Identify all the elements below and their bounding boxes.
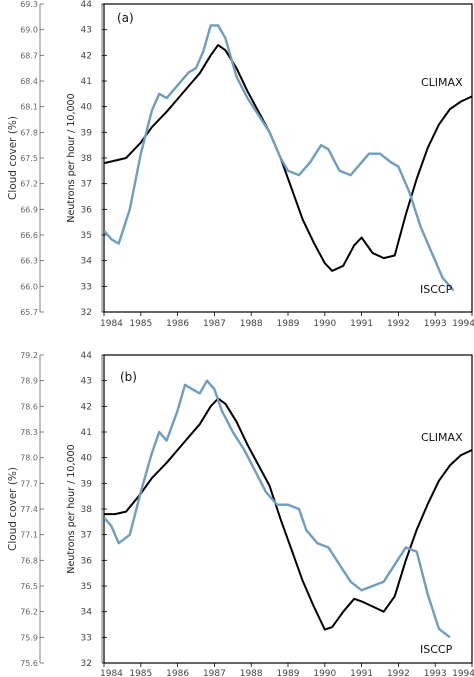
year-tick-label: 1993: [424, 319, 447, 329]
cloud-tick-label: 78.3: [20, 428, 38, 437]
cloud-tick-label: 69.0: [20, 26, 38, 35]
neutron-tick-label: 36: [81, 205, 93, 215]
cloud-tick-label: 75.9: [20, 633, 38, 642]
year-tick-label: 1994: [452, 669, 474, 677]
cloud-tick-label: 77.7: [20, 479, 38, 488]
cloud-axis-title: Cloud cover (%): [7, 116, 19, 200]
cloud-tick-label: 66.9: [20, 205, 38, 214]
neutron-tick-label: 34: [81, 257, 93, 267]
cloud-tick-label: 66.6: [20, 231, 38, 240]
cloud-tick-label: 68.4: [20, 77, 38, 86]
neutron-tick-label: 33: [81, 282, 92, 292]
neutron-tick-label: 40: [81, 103, 93, 113]
cloud-tick-label: 78.9: [20, 377, 38, 386]
year-tick-label: 1985: [129, 669, 152, 677]
panel-label: (b): [120, 370, 137, 384]
cloud-tick-label: 77.1: [20, 531, 38, 540]
year-tick-label: 1986: [166, 669, 189, 677]
neutron-tick-label: 32: [81, 308, 92, 318]
neutron-tick-label: 39: [81, 479, 93, 489]
neutron-tick-label: 41: [81, 428, 92, 438]
cloud-tick-label: 76.5: [20, 582, 38, 591]
neutron-tick-label: 44: [81, 0, 93, 10]
year-tick-label: 1984: [100, 669, 123, 677]
cloud-tick-label: 68.7: [20, 51, 38, 60]
series-label-climax: CLIMAX: [421, 431, 463, 444]
year-tick-label: 1987: [203, 319, 226, 329]
year-tick-label: 1989: [277, 669, 300, 677]
year-tick-label: 1985: [129, 319, 152, 329]
neutron-tick-label: 32: [81, 659, 92, 669]
year-tick-label: 1991: [350, 669, 373, 677]
cloud-tick-label: 69.3: [20, 0, 38, 9]
neutron-tick-label: 37: [81, 180, 92, 190]
cloud-tick-label: 65.7: [20, 308, 38, 317]
panel-b: 75.6 75.9 76.2 76.5 76.8 77.1 77.4 77.7 78.0 78.3…: [7, 351, 474, 677]
year-tick-label: 1992: [387, 669, 410, 677]
neutron-tick-label: 35: [81, 582, 92, 592]
cloud-tick-label: 67.8: [20, 128, 38, 137]
panel-label: (a): [117, 11, 134, 25]
neutron-tick-label: 43: [81, 26, 92, 36]
neutron-tick-label: 40: [81, 454, 93, 464]
neutron-tick-label: 38: [81, 154, 93, 164]
year-tick-label: 1988: [240, 669, 263, 677]
series-line-climax: [104, 44, 472, 272]
cloud-tick-label: 66.0: [20, 282, 38, 291]
year-tick-label: 1989: [277, 319, 300, 329]
cloud-tick-label: 76.2: [20, 608, 38, 617]
cloud-tick-label: 66.3: [20, 257, 38, 266]
series-label-isccp: ISCCP: [420, 283, 453, 296]
neutron-tick-label: 43: [81, 377, 92, 387]
neutron-tick-label: 39: [81, 128, 93, 138]
cloud-tick-label: 75.6: [20, 659, 38, 668]
cloud-axis-title: Cloud cover (%): [7, 467, 19, 551]
neutron-tick-label: 36: [81, 556, 93, 566]
year-tick-label: 1987: [203, 669, 226, 677]
year-tick-label: 1993: [424, 669, 447, 677]
year-tick-label: 1990: [313, 319, 336, 329]
neutron-axis-title: Neutrons per hour / 10,000: [66, 444, 77, 573]
neutron-tick-label: 42: [81, 402, 92, 412]
series-label-isccp: ISCCP: [420, 643, 453, 656]
cloud-tick-label: 79.2: [20, 351, 38, 360]
cloud-tick-label: 77.4: [20, 505, 38, 514]
neutron-tick-label: 37: [81, 531, 92, 541]
cloud-tick-label: 78.0: [20, 454, 38, 463]
cloud-tick-label: 78.6: [20, 402, 38, 411]
neutron-tick-label: 44: [81, 351, 93, 361]
neutron-tick-label: 34: [81, 608, 93, 618]
year-tick-label: 1984: [100, 319, 123, 329]
cloud-tick-label: 68.1: [20, 103, 38, 112]
neutron-tick-label: 38: [81, 505, 93, 515]
cloud-tick-label: 67.5: [20, 154, 38, 163]
panel-a: 65.7 66.0 66.3 66.6 66.9 67.2 67.5 67.8 68.1 68.4…: [7, 0, 474, 329]
neutron-tick-label: 42: [81, 51, 92, 61]
neutron-tick-label: 35: [81, 231, 92, 241]
neutron-tick-label: 41: [81, 77, 92, 87]
year-tick-label: 1986: [166, 319, 189, 329]
year-tick-label: 1990: [313, 669, 336, 677]
neutron-tick-label: 33: [81, 633, 92, 643]
neutron-axis-title: Neutrons per hour / 10,000: [66, 93, 77, 222]
year-tick-label: 1991: [350, 319, 373, 329]
series-line-isccp: [104, 24, 455, 292]
year-tick-label: 1994: [452, 319, 474, 329]
series-label-climax: CLIMAX: [421, 76, 463, 89]
year-tick-label: 1988: [240, 319, 263, 329]
cloud-tick-label: 76.8: [20, 556, 38, 565]
cloud-tick-label: 67.2: [20, 180, 38, 189]
year-tick-label: 1992: [387, 319, 410, 329]
series-line-isccp: [104, 379, 451, 639]
